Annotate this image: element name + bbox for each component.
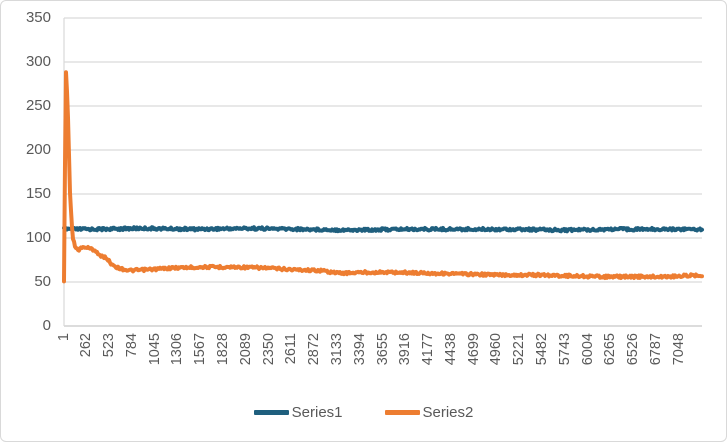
y-tick-label: 0 — [42, 317, 51, 334]
x-tick-label: 6526 — [625, 333, 642, 366]
x-tick-label: 1 — [55, 333, 72, 342]
x-tick-label: 2872 — [306, 333, 323, 366]
y-tick-label: 250 — [25, 97, 51, 114]
y-tick-label: 100 — [25, 229, 51, 246]
legend-label-series2: Series2 — [422, 403, 474, 421]
x-tick-label: 2611 — [283, 333, 300, 365]
x-tick-label: 1306 — [169, 333, 186, 366]
x-tick-label: 1828 — [215, 333, 231, 366]
y-tick-label: 300 — [25, 53, 51, 70]
x-tick-label: 1567 — [192, 333, 209, 366]
x-tick-label: 2089 — [237, 333, 254, 366]
x-tick-label: 1045 — [146, 333, 163, 366]
x-tick-label: 5743 — [556, 333, 573, 366]
x-tick-label: 5482 — [534, 333, 550, 366]
y-tick-label: 350 — [25, 9, 51, 26]
x-tick-label: 7048 — [670, 333, 687, 366]
series-line-series2[interactable] — [62, 70, 704, 284]
x-tick-label: 784 — [123, 333, 140, 358]
x-tick-label: 2350 — [260, 333, 277, 366]
x-tick-label: 3916 — [397, 333, 414, 366]
x-tick-label: 523 — [101, 333, 118, 358]
legend: Series1 Series2 — [1, 401, 726, 423]
legend-item-series1[interactable]: Series1 — [253, 403, 343, 421]
x-tick-label: 262 — [78, 333, 95, 358]
legend-item-series2[interactable]: Series2 — [384, 403, 474, 421]
x-tick-label: 3655 — [374, 333, 391, 366]
x-tick-label: 4177 — [420, 333, 437, 366]
series-line-series1[interactable] — [62, 225, 704, 234]
y-tick-label: 150 — [25, 185, 51, 202]
series1-line-swatch — [253, 409, 289, 415]
x-tick-label: 4960 — [488, 333, 505, 366]
x-tick-label: 4699 — [465, 333, 482, 366]
x-tick-label: 3133 — [328, 333, 345, 366]
legend-label-series1: Series1 — [291, 403, 343, 421]
x-tick-label: 3394 — [351, 333, 368, 366]
x-tick-label: 6265 — [602, 333, 619, 366]
x-tick-label: 5221 — [511, 333, 528, 366]
x-tick-label: 4438 — [442, 333, 459, 366]
x-tick-label: 6004 — [579, 333, 596, 366]
x-tick-label: 6787 — [647, 333, 664, 366]
y-tick-label: 200 — [25, 141, 51, 158]
series2-line-swatch — [384, 409, 420, 415]
y-tick-label: 50 — [34, 273, 51, 290]
